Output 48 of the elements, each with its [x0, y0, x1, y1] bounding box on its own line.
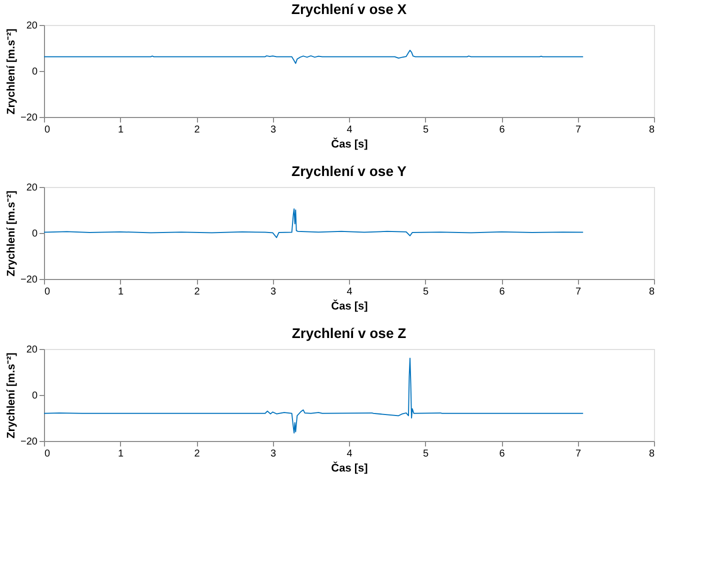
y-axis-title: Zrychlení [m.s⁻²] [6, 352, 18, 438]
x-axis-title: Čas [s] [331, 300, 368, 312]
y-tick-label: 20 [26, 20, 38, 32]
y-tick-label: 20 [26, 182, 38, 194]
x-tick-label: 6 [499, 124, 506, 136]
x-tick-label: 2 [194, 124, 200, 136]
y-axis-title: Zrychlení [m.s⁻²] [6, 28, 18, 114]
x-tick-label: 0 [44, 124, 50, 136]
y-tick-label: −20 [20, 274, 38, 286]
chart-title: Zrychlení v ose Z [292, 325, 407, 341]
y-tick-label: −20 [20, 436, 38, 448]
x-tick-label: 4 [346, 448, 353, 460]
x-tick-label: 5 [422, 286, 429, 298]
y-tick-label: 0 [32, 228, 38, 240]
x-tick-label: 4 [346, 124, 353, 136]
x-tick-label: 2 [194, 448, 200, 460]
x-tick-label: 7 [575, 286, 582, 298]
x-tick-label: 2 [194, 286, 200, 298]
x-tick-label: 4 [346, 286, 353, 298]
x-tick-label: 8 [648, 124, 655, 136]
x-tick-label: 3 [270, 286, 276, 298]
x-axis-title: Čas [s] [331, 462, 368, 474]
x-tick-label: 1 [118, 286, 124, 298]
x-tick-label: 5 [422, 124, 429, 136]
x-axis-title: Čas [s] [331, 138, 368, 150]
y-axis-title: Zrychlení [m.s⁻²] [6, 190, 18, 276]
x-tick-label: 1 [118, 124, 124, 136]
x-tick-label: 6 [499, 448, 506, 460]
x-tick-label: 7 [575, 124, 582, 136]
line-series [44, 50, 584, 64]
line-series [44, 358, 584, 434]
x-tick-label: 0 [44, 448, 50, 460]
x-tick-label: 3 [270, 448, 276, 460]
x-tick-label: 1 [118, 448, 124, 460]
line-series [44, 208, 584, 238]
x-tick-label: 0 [44, 286, 50, 298]
x-tick-label: 8 [648, 448, 655, 460]
x-tick-label: 3 [270, 124, 276, 136]
chart-title: Zrychlení v ose Y [292, 163, 408, 179]
chart-title: Zrychlení v ose X [291, 1, 408, 17]
x-tick-label: 7 [575, 448, 582, 460]
x-tick-label: 6 [499, 286, 506, 298]
y-tick-label: −20 [20, 112, 38, 124]
y-tick-label: 20 [26, 344, 38, 356]
x-tick-label: 8 [648, 286, 655, 298]
y-tick-label: 0 [32, 66, 38, 78]
x-tick-label: 5 [422, 448, 429, 460]
y-tick-label: 0 [32, 390, 38, 402]
